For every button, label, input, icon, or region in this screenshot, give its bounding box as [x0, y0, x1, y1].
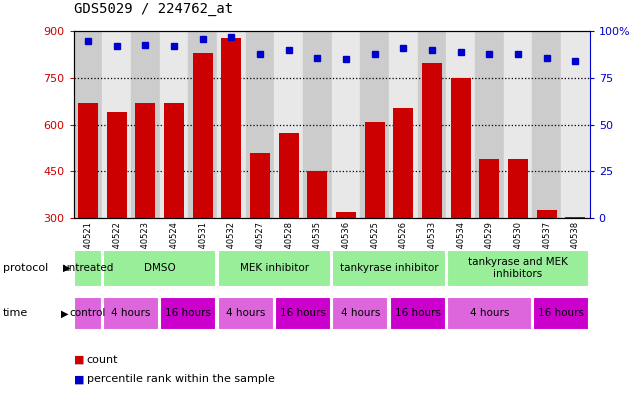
Text: DMSO: DMSO [144, 263, 176, 273]
Bar [332, 297, 388, 330]
Bar [274, 31, 303, 218]
Bar [390, 297, 445, 330]
Text: 16 hours: 16 hours [395, 309, 441, 318]
Bar [250, 153, 270, 218]
Bar [537, 210, 557, 218]
Bar [103, 297, 159, 330]
Bar [565, 217, 585, 218]
Text: 16 hours: 16 hours [165, 309, 212, 318]
Bar [103, 250, 217, 287]
Bar [279, 132, 299, 218]
Bar [533, 31, 561, 218]
Bar [218, 250, 331, 287]
Bar [336, 212, 356, 218]
Text: ■: ■ [74, 354, 84, 365]
Bar [451, 78, 470, 218]
Bar [332, 31, 360, 218]
Text: untreated: untreated [62, 263, 113, 273]
Bar [160, 297, 217, 330]
Bar [394, 108, 413, 218]
Bar [508, 159, 528, 218]
Text: tankyrase inhibitor: tankyrase inhibitor [340, 263, 438, 273]
Text: tankyrase and MEK
inhibitors: tankyrase and MEK inhibitors [468, 257, 568, 279]
Bar [103, 31, 131, 218]
Bar [217, 31, 246, 218]
Bar [533, 297, 589, 330]
Text: 16 hours: 16 hours [280, 309, 326, 318]
Bar [74, 250, 102, 287]
Bar [332, 250, 445, 287]
Bar [307, 171, 328, 218]
Bar [106, 112, 127, 218]
Text: 4 hours: 4 hours [470, 309, 509, 318]
Text: GDS5029 / 224762_at: GDS5029 / 224762_at [74, 2, 233, 16]
Bar [447, 250, 589, 287]
Bar [422, 62, 442, 218]
Bar [160, 31, 188, 218]
Bar [193, 53, 213, 218]
Bar [74, 31, 103, 218]
Text: count: count [87, 354, 118, 365]
Bar [479, 159, 499, 218]
Bar [221, 38, 242, 218]
Text: 4 hours: 4 hours [341, 309, 380, 318]
Bar [131, 31, 160, 218]
Text: ■: ■ [74, 374, 84, 384]
Bar [135, 103, 155, 218]
Bar [561, 31, 590, 218]
Text: percentile rank within the sample: percentile rank within the sample [87, 374, 274, 384]
Text: ▶: ▶ [63, 263, 71, 273]
Bar [475, 31, 504, 218]
Text: 16 hours: 16 hours [538, 309, 584, 318]
Bar [447, 297, 532, 330]
Bar [504, 31, 533, 218]
Bar [74, 297, 102, 330]
Bar [303, 31, 332, 218]
Bar [418, 31, 446, 218]
Bar [246, 31, 274, 218]
Bar [188, 31, 217, 218]
Text: control: control [70, 309, 106, 318]
Text: MEK inhibitor: MEK inhibitor [240, 263, 309, 273]
Text: 4 hours: 4 hours [112, 309, 151, 318]
Bar [365, 122, 385, 218]
Bar [164, 103, 184, 218]
Text: protocol: protocol [3, 263, 49, 273]
Bar [389, 31, 418, 218]
Text: ▶: ▶ [61, 309, 69, 318]
Bar [218, 297, 274, 330]
Bar [360, 31, 389, 218]
Bar [275, 297, 331, 330]
Text: 4 hours: 4 hours [226, 309, 265, 318]
Text: time: time [3, 309, 28, 318]
Bar [78, 103, 98, 218]
Bar [446, 31, 475, 218]
